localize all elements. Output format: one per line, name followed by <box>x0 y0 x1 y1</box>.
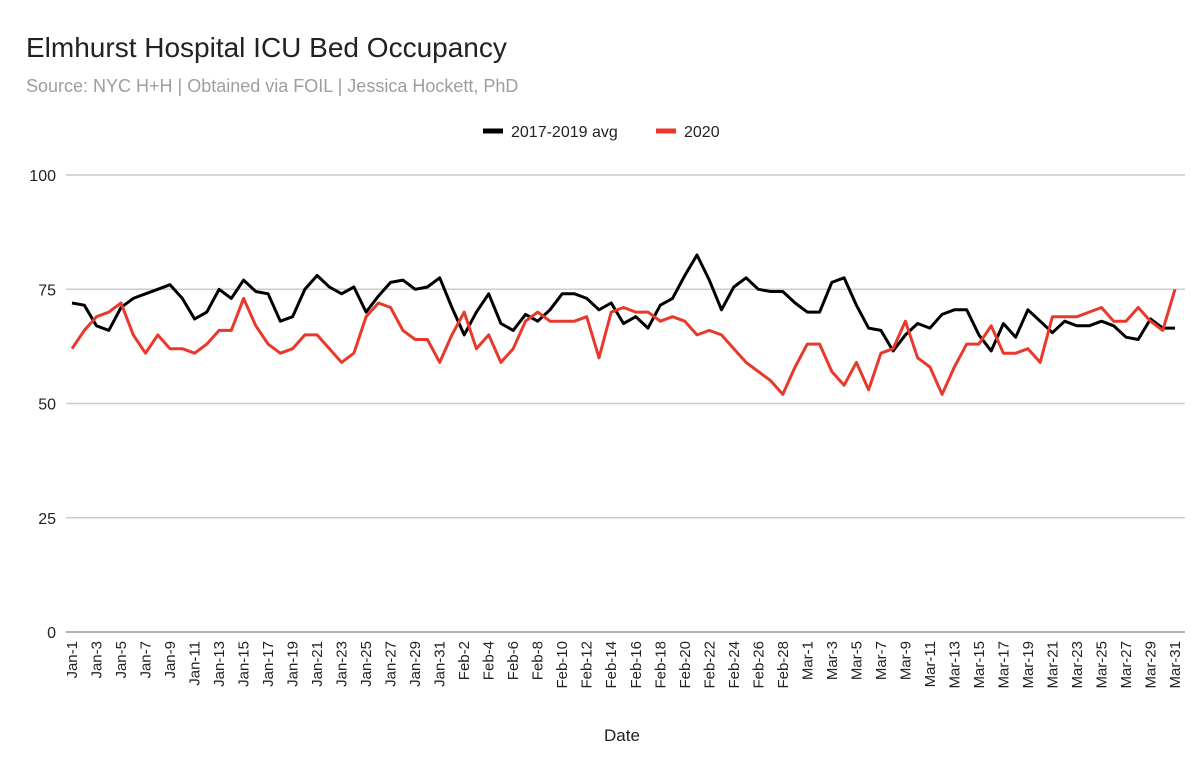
x-tick-label: Feb-10 <box>554 641 571 689</box>
x-tick-label: Mar-23 <box>1069 641 1086 689</box>
y-tick-label: 75 <box>38 282 56 299</box>
x-tick-label: Jan-13 <box>211 641 228 687</box>
x-tick-label: Mar-17 <box>995 641 1012 689</box>
x-tick-label: Mar-31 <box>1167 641 1184 689</box>
x-tick-label: Jan-11 <box>187 641 204 686</box>
x-tick-label: Jan-9 <box>162 641 179 679</box>
x-tick-label: Jan-23 <box>334 641 351 687</box>
y-tick-label: 100 <box>29 168 56 185</box>
x-tick-label: Jan-21 <box>309 641 326 687</box>
x-tick-label: Mar-29 <box>1142 641 1159 689</box>
x-tick-label: Feb-20 <box>677 641 694 689</box>
x-tick-label: Jan-19 <box>285 641 302 687</box>
x-tick-label: Mar-15 <box>971 641 988 689</box>
legend-label: 2020 <box>684 124 720 141</box>
y-tick-label: 25 <box>38 511 56 528</box>
x-tick-label: Mar-5 <box>848 641 865 680</box>
x-tick-label: Mar-27 <box>1118 641 1135 689</box>
x-tick-label: Feb-16 <box>628 641 645 689</box>
x-tick-label: Jan-31 <box>432 641 449 687</box>
x-tick-label: Feb-8 <box>530 641 547 680</box>
x-tick-label: Feb-18 <box>652 641 669 689</box>
x-tick-label: Feb-28 <box>775 641 792 689</box>
x-tick-label: Mar-7 <box>873 641 890 680</box>
x-tick-label: Mar-3 <box>824 641 841 680</box>
x-tick-label: Feb-24 <box>726 641 743 689</box>
x-tick-label: Mar-1 <box>799 641 816 680</box>
x-tick-label: Mar-11 <box>922 641 939 687</box>
chart-title: Elmhurst Hospital ICU Bed Occupancy <box>26 32 507 63</box>
x-tick-label: Feb-2 <box>456 641 473 680</box>
x-tick-label: Feb-22 <box>701 641 718 689</box>
x-tick-label: Feb-6 <box>505 641 522 680</box>
series-line-2017-2019-avg <box>71 253 1175 353</box>
x-tick-label: Feb-4 <box>481 641 498 680</box>
x-tick-label: Jan-1 <box>64 641 81 679</box>
x-tick-label: Jan-7 <box>138 641 155 679</box>
x-tick-label: Jan-3 <box>89 641 106 679</box>
x-tick-label: Jan-29 <box>407 641 424 687</box>
y-tick-label: 0 <box>47 625 56 642</box>
y-tick-label: 50 <box>38 397 56 414</box>
x-tick-label: Feb-12 <box>579 641 596 689</box>
legend-label: 2017-2019 avg <box>511 124 618 141</box>
x-axis-label: Date <box>604 726 640 745</box>
x-tick-label: Mar-9 <box>897 641 914 680</box>
x-tick-label: Feb-26 <box>750 641 767 689</box>
x-tick-label: Jan-27 <box>383 641 400 687</box>
x-tick-label: Mar-13 <box>946 641 963 689</box>
series-line-2020 <box>70 288 1177 396</box>
x-tick-label: Mar-19 <box>1020 641 1037 689</box>
x-tick-label: Jan-15 <box>236 641 253 687</box>
chart-subtitle: Source: NYC H+H | Obtained via FOIL | Je… <box>26 76 519 96</box>
x-tick-label: Jan-25 <box>358 641 375 687</box>
x-tick-label: Mar-21 <box>1044 641 1061 689</box>
x-tick-label: Jan-5 <box>113 641 130 679</box>
x-tick-label: Mar-25 <box>1093 641 1110 689</box>
x-tick-label: Jan-17 <box>260 641 277 687</box>
x-tick-label: Feb-14 <box>603 641 620 689</box>
